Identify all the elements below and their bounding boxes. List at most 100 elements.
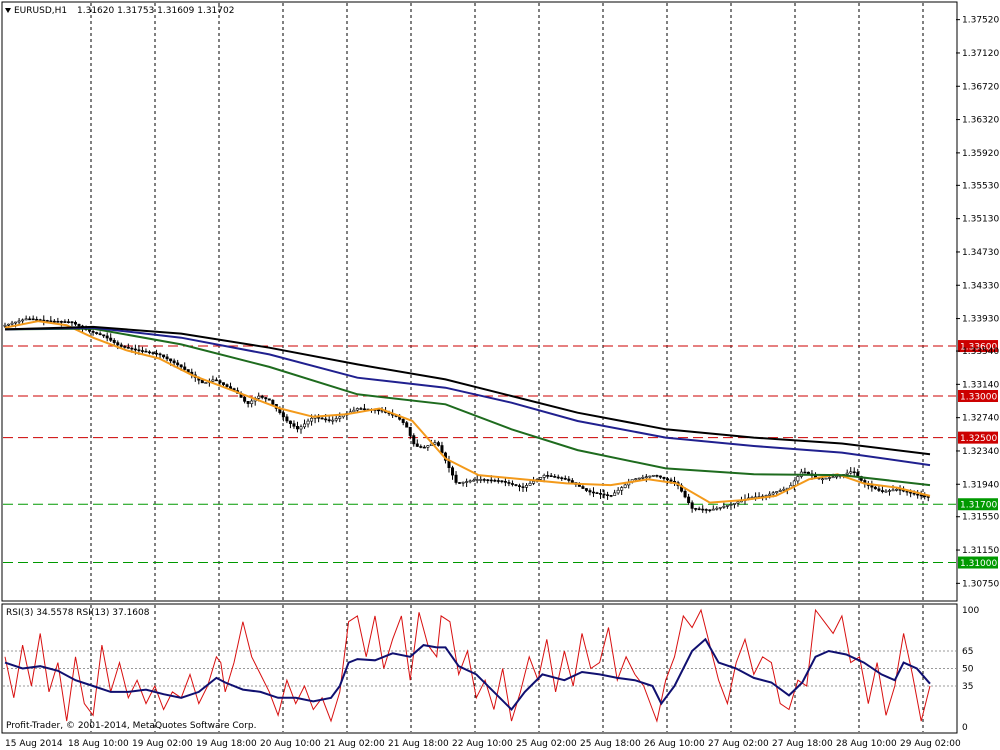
candle-body xyxy=(715,507,719,510)
moving-averages xyxy=(4,320,931,504)
rsi-13-line xyxy=(4,637,931,712)
candle-body xyxy=(35,318,39,321)
candle-body xyxy=(525,485,529,488)
time-tick-label: 15 Aug 2014 xyxy=(5,739,63,749)
candle-body xyxy=(697,508,701,511)
candle-body xyxy=(923,495,927,497)
time-tick-label: 26 Aug 10:00 xyxy=(644,739,705,749)
candle-body xyxy=(320,417,324,420)
candle-body xyxy=(567,478,571,481)
candle-body xyxy=(588,490,592,493)
candle-body xyxy=(662,476,666,479)
candle-body xyxy=(613,492,617,496)
time-axis: 15 Aug 2014 18 Aug 10:00 19 Aug 02:00 19 Au… xyxy=(5,739,961,749)
candle-body xyxy=(729,504,733,506)
candle-body xyxy=(500,480,504,483)
rsi-tick-label: 0 xyxy=(962,723,968,733)
time-tick-label: 19 Aug 18:00 xyxy=(196,739,257,749)
rsi-tick-label: 50 xyxy=(962,665,974,675)
candle-body xyxy=(285,416,289,422)
candle-body xyxy=(486,479,490,482)
dropdown-triangle-icon[interactable] xyxy=(5,8,11,13)
candle-body xyxy=(352,409,356,413)
candle-body xyxy=(725,505,729,507)
candle-body xyxy=(91,331,95,333)
candle-body xyxy=(806,471,810,475)
price-tick-label: 1.33140 xyxy=(962,380,999,390)
candle-body xyxy=(616,489,620,494)
candle-body xyxy=(56,320,60,323)
price-tick-label: 1.36720 xyxy=(962,82,999,92)
candle-body xyxy=(14,321,18,324)
candle-body xyxy=(877,488,881,491)
time-tick-label: 28 Aug 10:00 xyxy=(836,739,897,749)
ma-slow-line xyxy=(4,326,931,467)
candle-body xyxy=(891,489,895,492)
candle-body xyxy=(21,319,25,322)
candle-body xyxy=(77,323,81,327)
candle-body xyxy=(803,471,807,474)
candle-body xyxy=(401,419,405,423)
rsi-tick-label: 35 xyxy=(962,682,973,692)
candle-body xyxy=(683,490,687,498)
candle-body xyxy=(831,476,835,479)
candle-body xyxy=(458,482,462,484)
candle-body xyxy=(59,321,63,323)
candle-body xyxy=(581,486,585,489)
candle-body xyxy=(542,475,546,478)
candle-body xyxy=(778,490,782,492)
price-tick-label: 1.36320 xyxy=(962,116,999,126)
candle-body xyxy=(130,347,134,350)
candle-body xyxy=(648,475,652,478)
candle-body xyxy=(870,485,874,488)
candle-body xyxy=(257,395,261,399)
candle-body xyxy=(591,491,595,494)
rsi-level-lines xyxy=(3,650,956,687)
rsi-axis: 100 65 50 35 0 xyxy=(962,606,979,733)
level-price-label: 1.31700 xyxy=(960,501,997,511)
ohlc-label: 1.31620 1.31753 1.31609 1.31702 xyxy=(77,6,234,16)
candle-body xyxy=(211,379,215,382)
candle-body xyxy=(267,398,271,401)
ma-fast-line xyxy=(4,320,931,504)
candle-body xyxy=(95,332,99,334)
rsi-tick-label: 100 xyxy=(962,606,979,616)
candle-body xyxy=(623,484,627,488)
candle-body xyxy=(137,349,141,352)
candle-body xyxy=(327,419,331,422)
candle-body xyxy=(183,366,187,370)
candle-body xyxy=(849,471,853,474)
candle-body xyxy=(507,482,511,484)
candle-body xyxy=(637,477,641,480)
candle-body xyxy=(919,494,923,497)
candle-body xyxy=(873,486,877,490)
candle-body xyxy=(539,477,543,480)
level-price-label: 1.31000 xyxy=(960,559,997,569)
candle-body xyxy=(704,509,708,511)
candle-body xyxy=(634,478,638,480)
candle-body xyxy=(690,502,694,509)
candle-body xyxy=(3,324,7,327)
candle-body xyxy=(514,484,518,486)
candle-body xyxy=(503,481,507,483)
candle-body xyxy=(792,480,796,486)
candle-body xyxy=(895,489,899,491)
candle-body xyxy=(221,382,225,385)
candle-body xyxy=(303,423,307,428)
candle-body xyxy=(10,322,14,325)
candle-body xyxy=(292,423,296,427)
candle-body xyxy=(264,397,268,400)
candle-body xyxy=(436,442,440,446)
candle-body xyxy=(496,480,500,482)
candle-body xyxy=(229,386,233,389)
candle-body xyxy=(718,506,722,509)
symbol-label: EURUSD,H1 xyxy=(14,6,67,16)
candle-body xyxy=(246,401,250,404)
candle-body xyxy=(599,493,603,495)
candle-body xyxy=(24,318,28,321)
candle-body xyxy=(433,442,437,445)
candle-body xyxy=(218,380,222,383)
candle-body xyxy=(595,492,599,494)
candle-body xyxy=(465,481,469,483)
